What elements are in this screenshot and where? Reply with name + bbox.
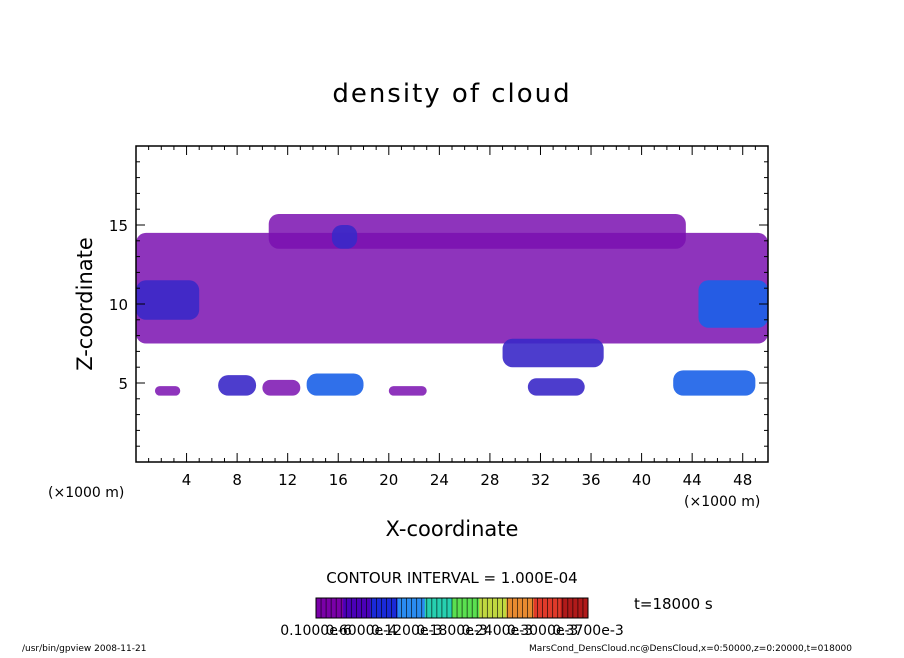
x-tick-label: 48 [733,471,752,489]
y-tick-label: 10 [109,296,128,314]
density-region [502,338,604,368]
footer-left: /usr/bin/gpview 2008-11-21 [22,644,146,654]
x-tick-label: 4 [182,471,192,489]
colorbar-segment [343,598,371,618]
contour-interval-label: CONTOUR INTERVAL = 1.000E-04 [326,569,577,587]
density-region [136,280,200,320]
density-region [268,213,686,249]
x-tick-label: 32 [531,471,550,489]
colorbar-tick-label: 0.1000e-6 [280,623,352,639]
footer-right: MarsCond_DensCloud.nc@DensCloud,x=0:5000… [529,644,852,654]
colorbar-segment [370,598,399,618]
density-region [331,225,358,249]
x-axis-label: X-coordinate [386,517,519,541]
density-region [262,379,301,396]
x-tick-label: 8 [232,471,242,489]
chart-title: density of cloud [332,79,571,109]
colorbar-tick-label: 0.3700e-3 [552,623,624,639]
density-region [306,373,364,396]
density-region [698,280,768,328]
density-region [673,370,756,396]
y-tick-label: 15 [109,217,128,235]
x-axis-unit-right: (×1000 m) [684,494,760,510]
y-axis-ticks: 5 10 15 [109,161,768,447]
colorbar-frame [315,597,589,619]
colorbar [315,597,589,619]
colorbar-segment [479,598,507,618]
colorbar-segment [424,598,453,618]
density-region [154,386,181,396]
x-axis-ticks: 4 8 12 16 20 24 28 32 36 40 44 48 [148,146,756,489]
x-tick-label: 12 [278,471,297,489]
colorbar-tick-label: 0.6000e-4 [326,623,398,639]
colorbar-segment [452,598,480,618]
density-field [136,213,768,396]
colorbar-tick-label: 0.1800e-3 [416,623,488,639]
colorbar-segment [316,598,344,618]
x-tick-label: 16 [329,471,348,489]
x-tick-label: 24 [430,471,449,489]
x-axis-unit-left: (×1000 m) [48,485,124,501]
x-tick-label: 36 [581,471,600,489]
colorbar-segment [506,598,535,618]
density-region [527,378,585,396]
density-region [388,386,427,396]
y-axis-label: Z-coordinate [73,237,97,371]
x-tick-label: 20 [379,471,398,489]
x-tick-label: 40 [632,471,651,489]
x-tick-label: 28 [480,471,499,489]
x-tick-label: 44 [683,471,702,489]
colorbar-tick-label: 0.3000e-3 [507,623,579,639]
colorbar-tick-label: 0.1200e-3 [371,623,443,639]
density-region [136,232,768,344]
time-label: t=18000 s [634,595,713,613]
colorbar-tick-label: 0.2400e-3 [462,623,534,639]
density-region [218,375,257,396]
colorbar-labels: 0.1000e-60.6000e-40.1200e-30.1800e-30.24… [280,623,624,639]
y-tick-label: 5 [118,375,128,393]
colorbar-segment [560,598,589,618]
